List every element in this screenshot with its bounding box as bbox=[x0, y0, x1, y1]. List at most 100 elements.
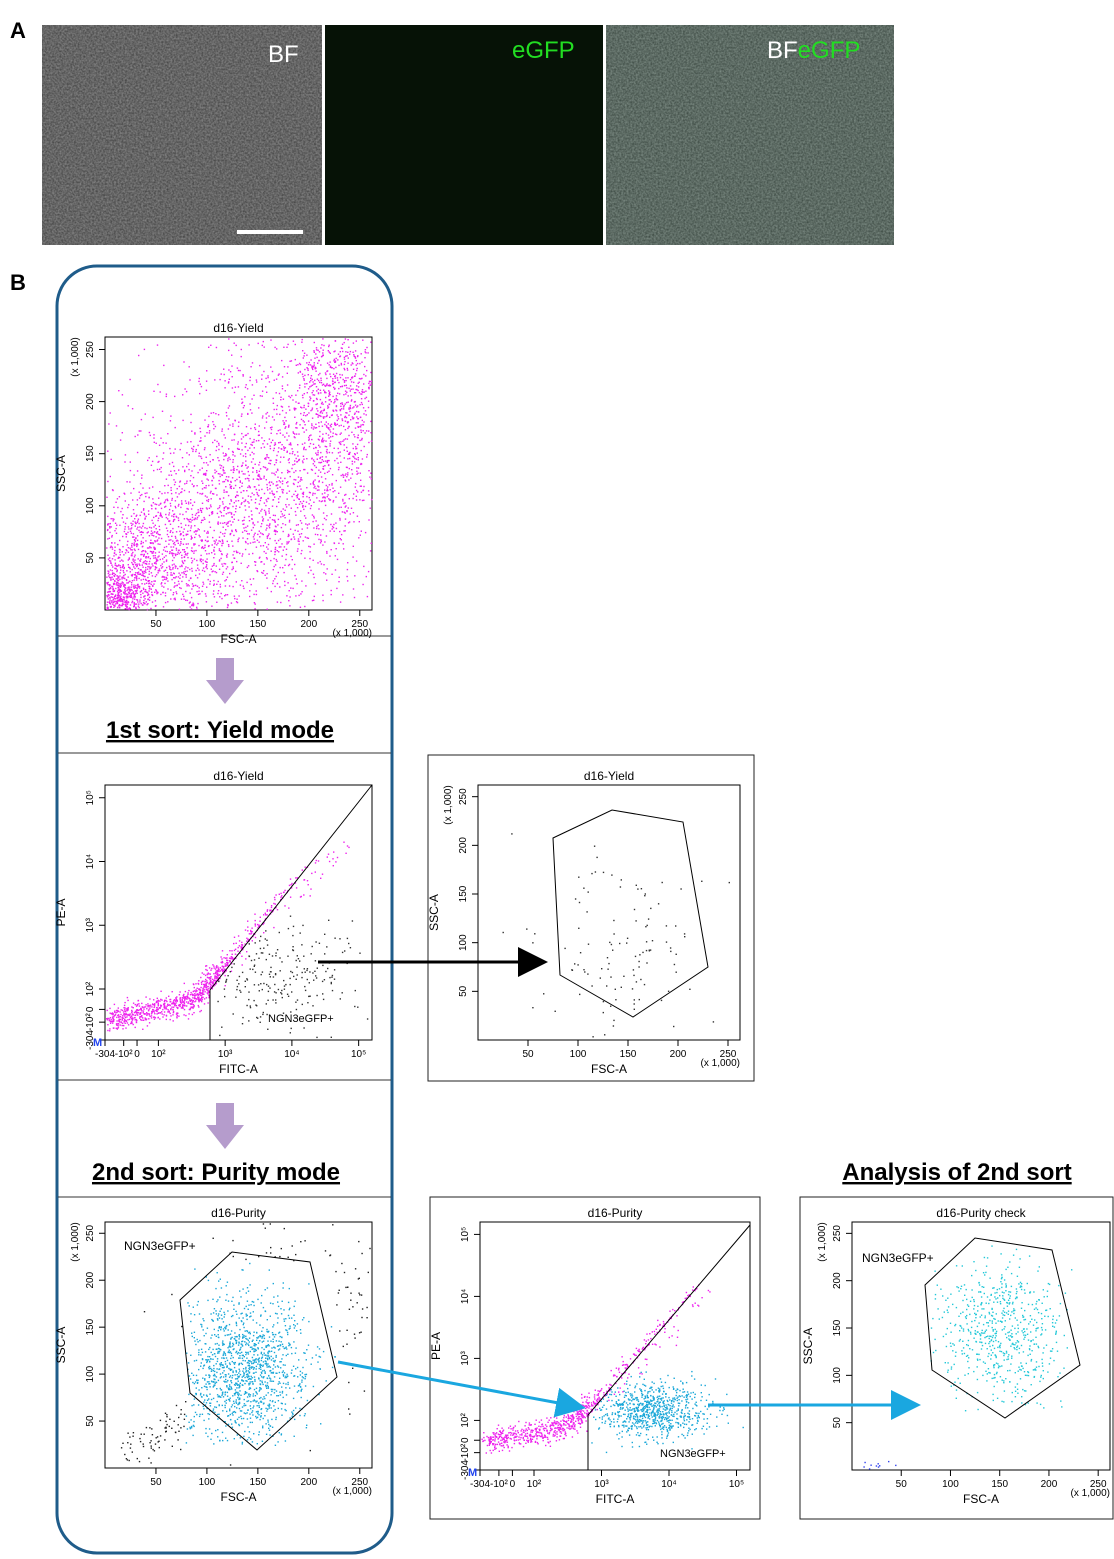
dot bbox=[111, 536, 112, 537]
dot bbox=[638, 961, 639, 962]
dot bbox=[181, 557, 182, 558]
dot bbox=[249, 475, 250, 476]
dot bbox=[127, 507, 128, 508]
dot bbox=[132, 1019, 133, 1020]
dot bbox=[343, 426, 344, 427]
dot bbox=[335, 522, 336, 523]
dot bbox=[353, 354, 354, 355]
dot bbox=[339, 577, 340, 578]
dot bbox=[207, 992, 208, 993]
dot bbox=[370, 508, 371, 509]
dot bbox=[218, 443, 219, 444]
dot bbox=[127, 532, 128, 533]
dot bbox=[128, 1024, 129, 1025]
dot bbox=[152, 417, 153, 418]
dot bbox=[118, 577, 119, 578]
dot bbox=[302, 496, 303, 497]
dot bbox=[122, 1010, 123, 1011]
dot bbox=[247, 388, 248, 389]
dot bbox=[213, 966, 214, 967]
dot bbox=[305, 585, 306, 586]
dot bbox=[112, 570, 113, 571]
dot bbox=[164, 583, 165, 584]
dot bbox=[231, 950, 232, 951]
dot bbox=[265, 457, 266, 458]
dot bbox=[345, 480, 346, 481]
dot bbox=[112, 1016, 113, 1017]
dot bbox=[638, 966, 639, 967]
dot bbox=[155, 503, 156, 504]
y-tick-label: 10⁴ bbox=[460, 1289, 471, 1304]
step-heading: Analysis of 2nd sort bbox=[842, 1159, 1071, 1186]
dot bbox=[275, 564, 276, 565]
dot bbox=[355, 401, 356, 402]
dot bbox=[130, 492, 131, 493]
dot bbox=[143, 501, 144, 502]
dot bbox=[361, 391, 362, 392]
dot bbox=[288, 536, 289, 537]
dot bbox=[203, 989, 204, 990]
dot bbox=[338, 469, 339, 470]
dot bbox=[310, 398, 311, 399]
dot bbox=[206, 986, 207, 987]
dot bbox=[157, 572, 158, 573]
dot bbox=[122, 551, 123, 552]
dot bbox=[293, 341, 294, 342]
dot bbox=[262, 415, 263, 416]
dot bbox=[288, 396, 289, 397]
dot bbox=[352, 473, 353, 474]
dot bbox=[369, 476, 370, 477]
dot bbox=[168, 475, 169, 476]
dot bbox=[292, 399, 293, 400]
dot bbox=[128, 564, 129, 565]
dot bbox=[334, 531, 335, 532]
dot bbox=[138, 578, 139, 579]
dot bbox=[273, 903, 274, 904]
dot bbox=[222, 541, 223, 542]
dot bbox=[209, 521, 210, 522]
dot bbox=[246, 951, 247, 952]
dot bbox=[274, 540, 275, 541]
dot bbox=[206, 485, 207, 486]
dot bbox=[174, 598, 175, 599]
dot bbox=[203, 567, 204, 568]
dot bbox=[345, 380, 346, 381]
dot bbox=[199, 593, 200, 594]
dot bbox=[126, 606, 127, 607]
dot bbox=[262, 952, 263, 953]
dot bbox=[345, 393, 346, 394]
dot bbox=[134, 542, 135, 543]
dot bbox=[113, 1027, 114, 1028]
dot bbox=[355, 373, 356, 374]
dot bbox=[334, 969, 335, 970]
dot bbox=[274, 531, 275, 532]
dot bbox=[268, 508, 269, 509]
dot bbox=[113, 599, 114, 600]
dot bbox=[285, 984, 286, 985]
dot bbox=[138, 519, 139, 520]
dot bbox=[193, 604, 194, 605]
dot bbox=[224, 374, 225, 375]
dot bbox=[308, 546, 309, 547]
dot bbox=[243, 455, 244, 456]
dot bbox=[106, 497, 107, 498]
dot bbox=[107, 451, 108, 452]
dot bbox=[276, 433, 277, 434]
dot bbox=[284, 585, 285, 586]
dot bbox=[279, 393, 280, 394]
dot bbox=[165, 443, 166, 444]
dot bbox=[200, 384, 201, 385]
dot bbox=[221, 545, 222, 546]
dot bbox=[188, 998, 189, 999]
dot bbox=[298, 544, 299, 545]
dot bbox=[212, 537, 213, 538]
dot bbox=[155, 552, 156, 553]
dot bbox=[266, 1003, 267, 1004]
dot bbox=[120, 605, 121, 606]
dot bbox=[245, 453, 246, 454]
dot bbox=[214, 469, 215, 470]
dot bbox=[201, 1000, 202, 1001]
dot bbox=[322, 524, 323, 525]
dot bbox=[191, 448, 192, 449]
dot bbox=[214, 583, 215, 584]
